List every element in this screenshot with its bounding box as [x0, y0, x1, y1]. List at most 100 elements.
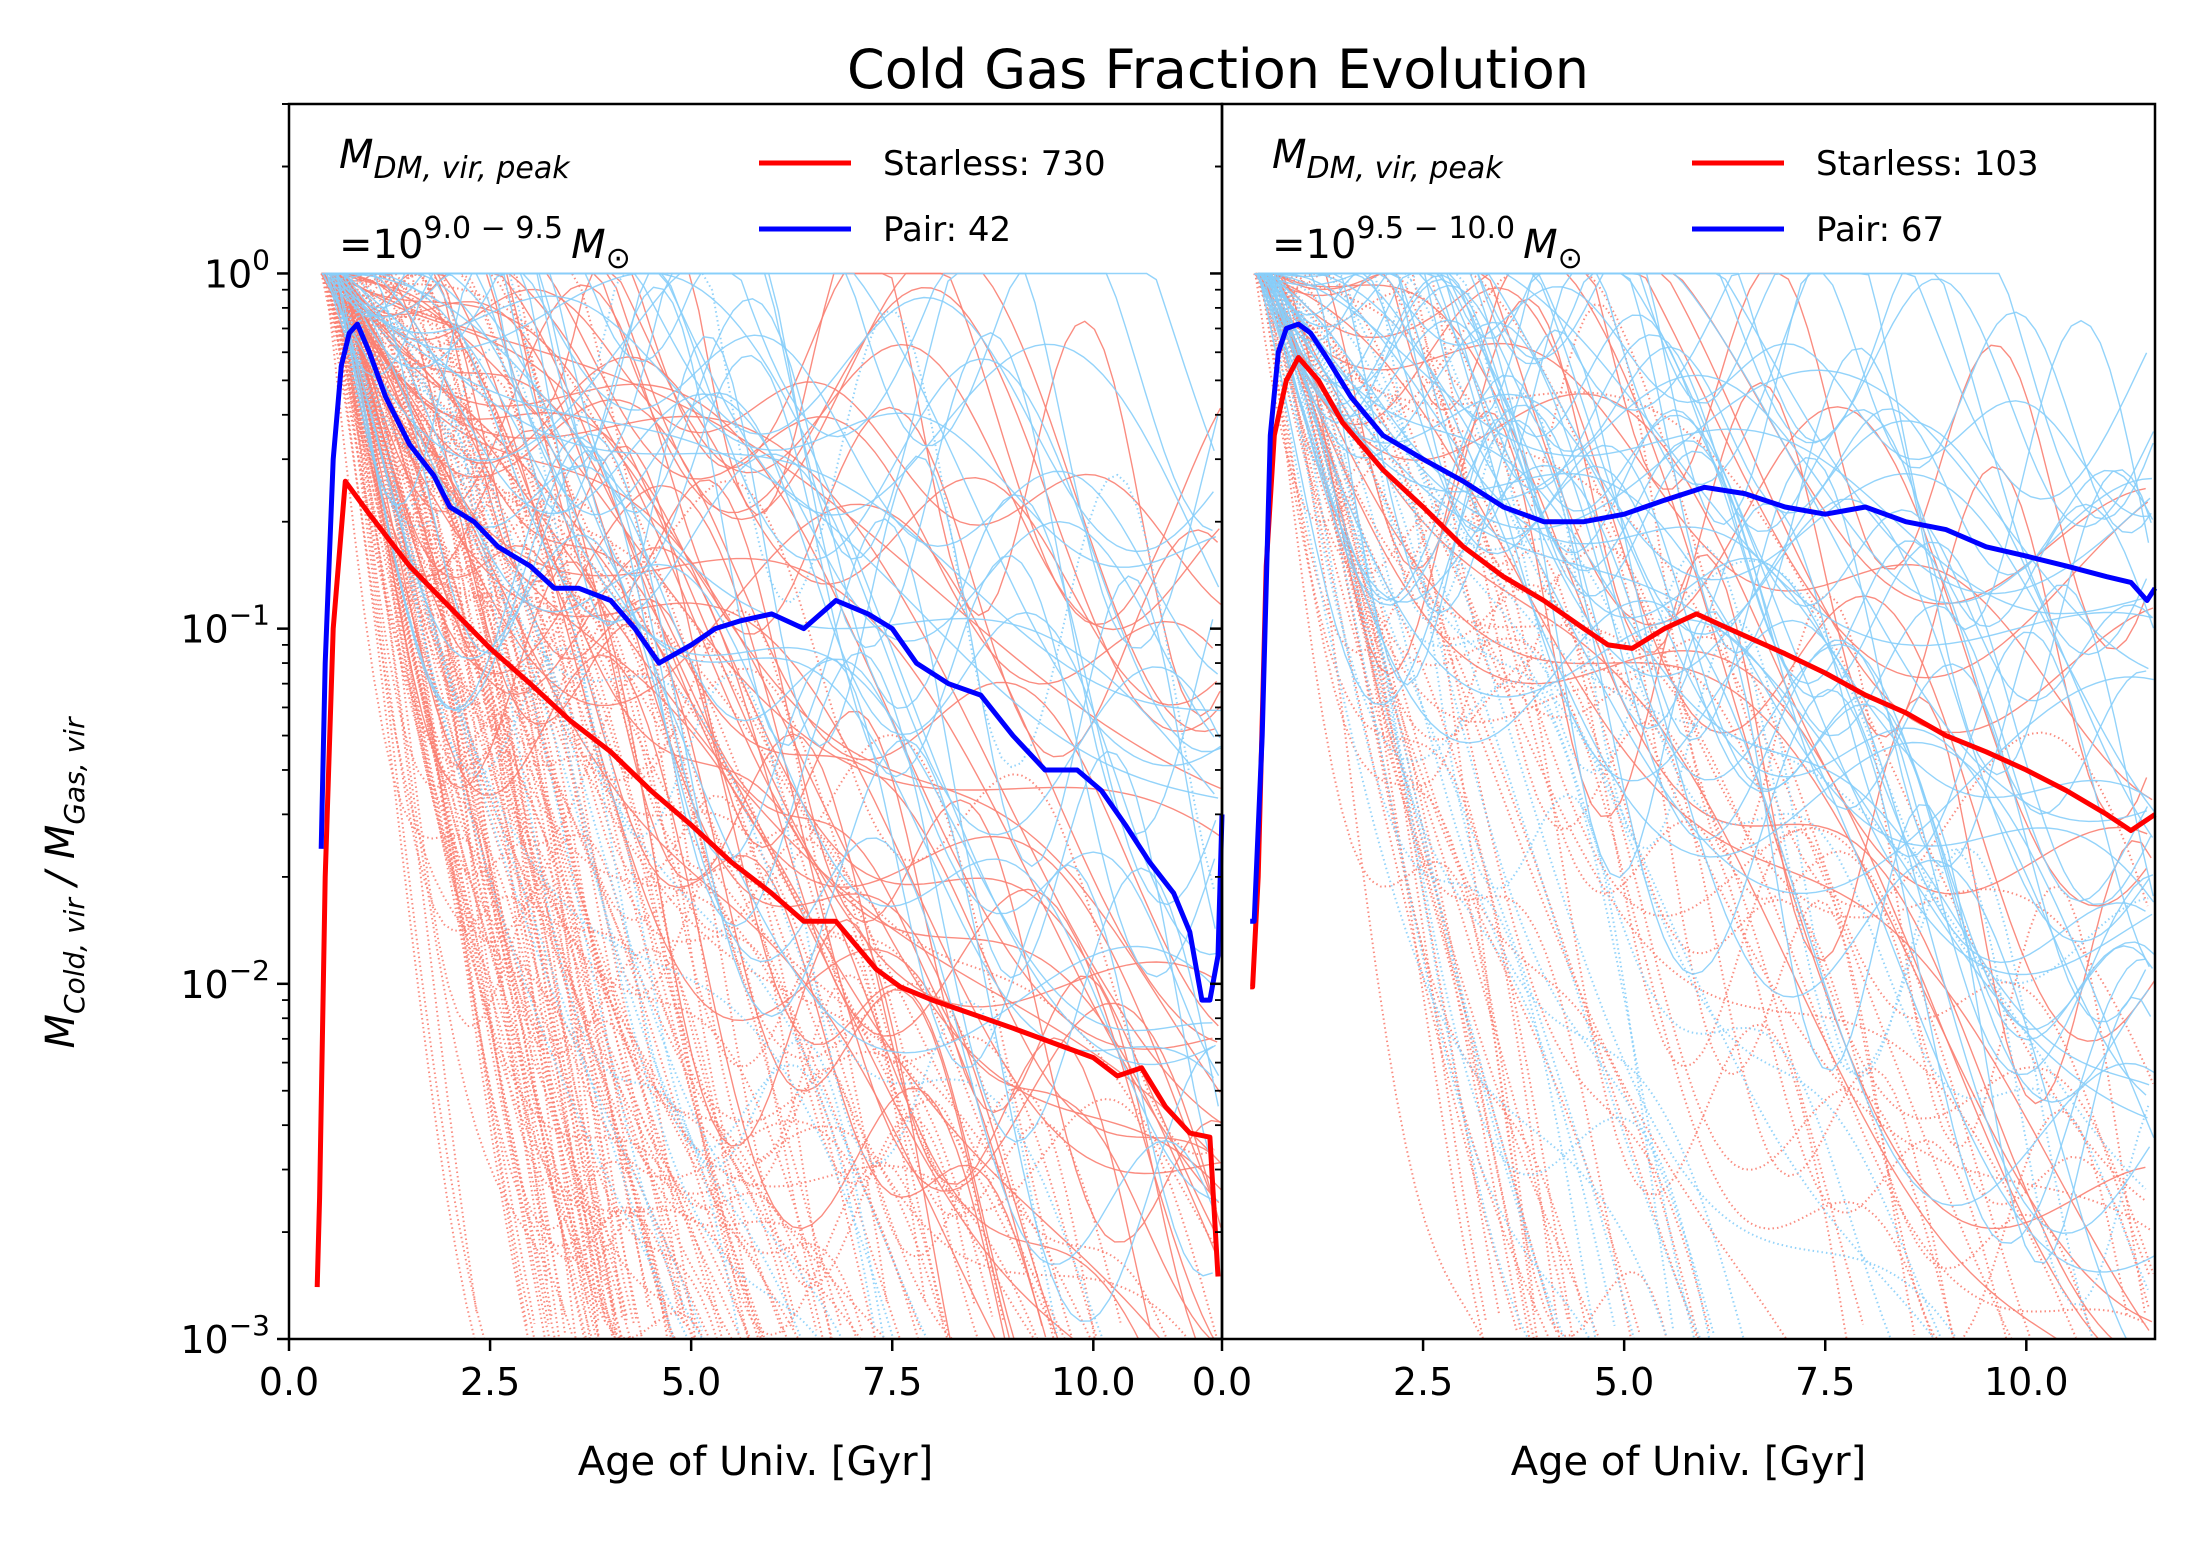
individual-track [333, 273, 876, 1329]
individual-track [329, 273, 1219, 1143]
individual-track [1275, 272, 2155, 1275]
individual-track [1255, 272, 1788, 1339]
individual-track [1255, 272, 2155, 1085]
individual-track [1270, 272, 2150, 799]
individual-track [1273, 273, 1700, 1339]
individual-track [1258, 272, 2148, 822]
individual-track [1257, 272, 1916, 1336]
individual-track [340, 273, 901, 1339]
individual-track [337, 272, 1122, 1323]
individual-track [1256, 272, 2147, 1202]
individual-track [1267, 272, 2148, 656]
legend-label: Starless: 103 [1816, 144, 2039, 184]
individual-track [1276, 273, 1936, 1339]
individual-track [334, 273, 760, 1339]
individual-track [1264, 273, 2154, 1076]
individual-track [334, 273, 895, 1339]
plot-frame [1220, 102, 2157, 1341]
individual-track [343, 272, 1222, 712]
individual-track [339, 273, 832, 1339]
individual-track [339, 273, 862, 1339]
individual-track [321, 273, 536, 1339]
individual-track [1265, 273, 1519, 1334]
individual-track [1255, 272, 2077, 1338]
individual-track [321, 272, 1221, 1163]
individual-track [339, 272, 796, 1330]
individual-track [321, 273, 536, 1325]
individual-track [329, 273, 551, 1339]
individual-track [1254, 273, 1591, 1339]
individual-track [343, 272, 1214, 1066]
individual-track [1268, 273, 1695, 1338]
panel-left: 0.0 2.5 5.0 7.5 10.0 Age of Univ. [Gyr] MDM, … [259, 102, 1225, 1485]
individual-track [330, 273, 680, 1316]
individual-track [1276, 272, 2147, 1190]
mass-label-line2: =109.0 − 9.5 M⊙ [339, 211, 631, 276]
individual-track [340, 273, 632, 1339]
legend-label: Pair: 42 [883, 210, 1011, 250]
individual-track [1273, 273, 2154, 576]
individual-track [1261, 273, 2151, 1277]
individual-track [320, 273, 476, 1339]
individual-track [342, 273, 529, 1329]
individual-track [1257, 273, 2147, 1244]
individual-track [1267, 273, 1566, 1339]
individual-track [342, 272, 1212, 1339]
individual-track [322, 272, 954, 1339]
individual-track [1270, 273, 2150, 1086]
individual-track [1260, 272, 2150, 1331]
individual-track [1273, 272, 1745, 1339]
individual-track [1255, 273, 2008, 1339]
x-tick-label: 2.5 [1393, 1360, 1453, 1404]
mass-range-label-left: MDM, vir, peak =109.0 − 9.5 M⊙ [339, 132, 631, 276]
median-line-pair [1250, 321, 2158, 924]
individual-track [1275, 273, 1616, 1327]
individual-track [321, 273, 820, 1339]
individual-track [1262, 272, 2151, 518]
x-axis-label: Age of Univ. [Gyr] [1511, 1439, 1866, 1485]
individual-track [342, 273, 885, 1339]
individual-track [1256, 273, 2155, 1207]
individual-track [341, 272, 1221, 717]
individual-tracks-left [320, 272, 1222, 1339]
individual-track [325, 273, 877, 1339]
individual-track [1269, 272, 2092, 1331]
individual-track [1269, 273, 2150, 1103]
x-tick-label: 10.0 [1051, 1360, 1136, 1404]
median-line-starless [1250, 355, 2157, 990]
individual-track [341, 272, 749, 1339]
individual-track [325, 272, 858, 1339]
individual-track [334, 273, 1215, 1245]
individual-track [341, 272, 1190, 1339]
individual-track [342, 272, 1222, 753]
individual-track [1260, 272, 2150, 1306]
y-axis-label: MCold, vir / MGas, vir [38, 716, 91, 1048]
individual-track [1263, 272, 2152, 1105]
individual-track [337, 273, 617, 1339]
individual-track [1253, 273, 1601, 1339]
median-lines-left [314, 321, 1225, 1288]
individual-track [1276, 272, 1959, 1339]
individual-track [1264, 272, 1892, 1339]
individual-track [1268, 273, 2149, 902]
individual-track [326, 272, 1036, 1339]
individual-track [1259, 273, 2149, 670]
individual-track [338, 272, 784, 1334]
x-tick-label: 7.5 [862, 1360, 922, 1404]
individual-track [325, 272, 929, 1339]
individual-track [329, 272, 1103, 1337]
individual-track [1254, 272, 2152, 604]
individual-track [332, 273, 566, 1334]
individual-track [1264, 273, 2154, 702]
individual-track [1265, 273, 1538, 1338]
individual-track [1263, 273, 1536, 1313]
individual-track [334, 273, 951, 1339]
legend-label: Pair: 67 [1816, 210, 1944, 250]
individual-track [329, 273, 752, 1339]
individual-track [1264, 272, 1711, 1339]
individual-track [335, 272, 1215, 890]
individual-track [1274, 273, 1574, 1339]
individual-track [327, 273, 1217, 568]
figure-title: Cold Gas Fraction Evolution [847, 38, 1589, 101]
individual-track [1258, 273, 2148, 895]
